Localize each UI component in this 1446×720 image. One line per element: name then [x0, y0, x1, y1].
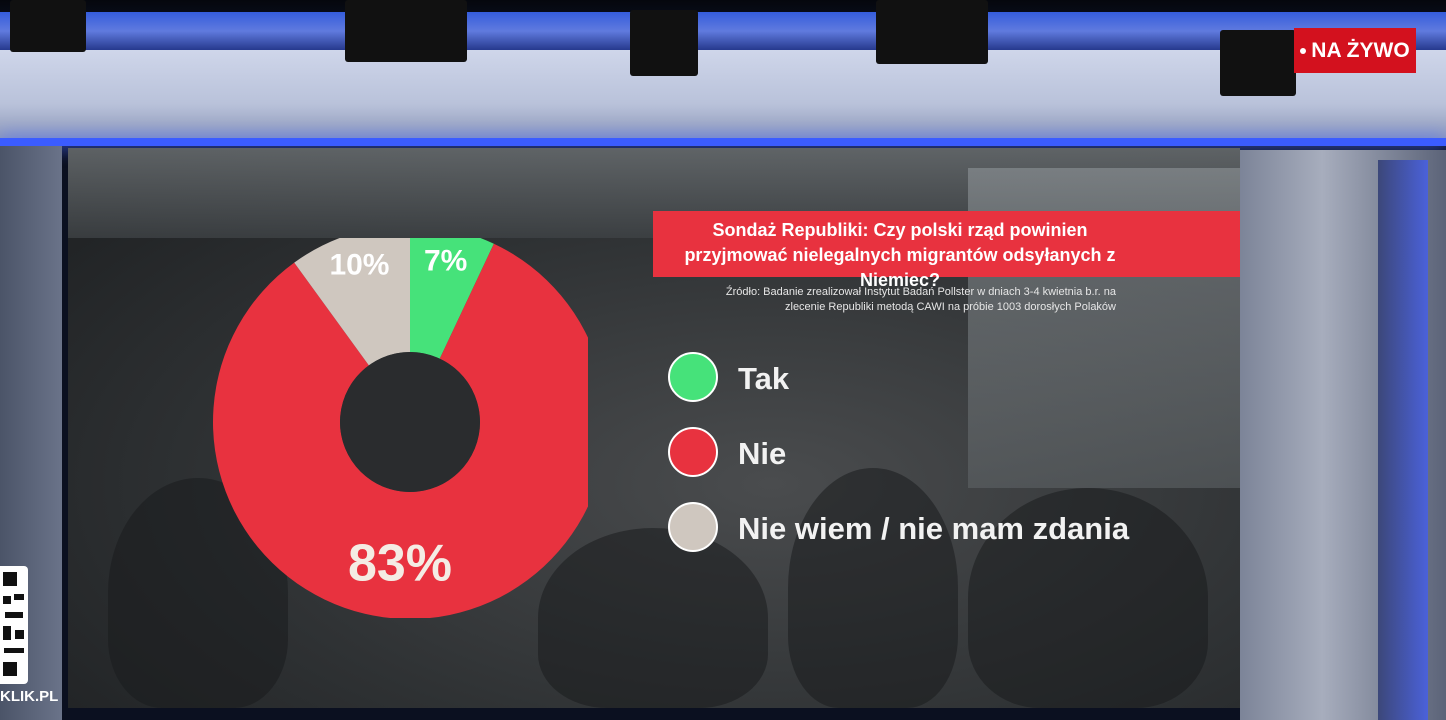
poll-title: Sondaż Republiki: Czy polski rząd powini… [684, 220, 1116, 290]
poll-screen: Sondaż Republiki: Czy polski rząd powini… [68, 148, 1240, 708]
donut-slice-nie [213, 243, 588, 618]
ceiling-panel [0, 50, 1446, 140]
studio-blue-light [1378, 160, 1428, 720]
poll-source: Źródło: Badanie zrealizował Instytut Bad… [725, 286, 1116, 313]
legend-label-tak: Tak [738, 361, 790, 396]
legend-swatch-nie [668, 427, 718, 477]
studio-lamp [630, 10, 698, 76]
live-dot-icon [1300, 47, 1307, 54]
live-badge: NA ŻYWO [1294, 28, 1416, 73]
ceiling-light-strip [0, 12, 1446, 50]
live-label: NA ŻYWO [1311, 38, 1410, 62]
legend-swatch-nie-wiem [668, 502, 718, 552]
donut-chart: 7% 83% 10% [213, 238, 588, 618]
poll-header-box [653, 211, 1240, 277]
slice-label-nie: 83% [348, 535, 452, 593]
donut-slice-nie-wiem [294, 238, 410, 366]
studio-lamp [345, 0, 467, 62]
background-crowd [968, 488, 1208, 708]
donut-slice-tak [410, 238, 494, 359]
studio-lamp [876, 0, 988, 64]
slice-label-nie-wiem: 10% [329, 248, 389, 281]
donut-hole [340, 352, 480, 492]
legend-swatch-tak [668, 352, 718, 402]
studio-lamp [10, 0, 86, 52]
qr-code-icon [0, 566, 28, 684]
ceiling-blue-edge [0, 138, 1446, 146]
background-crowd [788, 468, 958, 708]
studio-lamp [1220, 30, 1296, 96]
site-label: KLIK.PL [0, 688, 59, 705]
legend-label-nie: Nie [738, 436, 787, 471]
background-crowd [538, 528, 768, 708]
legend-label-nie-wiem: Nie wiem / nie mam zdania [738, 511, 1130, 546]
slice-label-tak: 7% [424, 244, 467, 277]
